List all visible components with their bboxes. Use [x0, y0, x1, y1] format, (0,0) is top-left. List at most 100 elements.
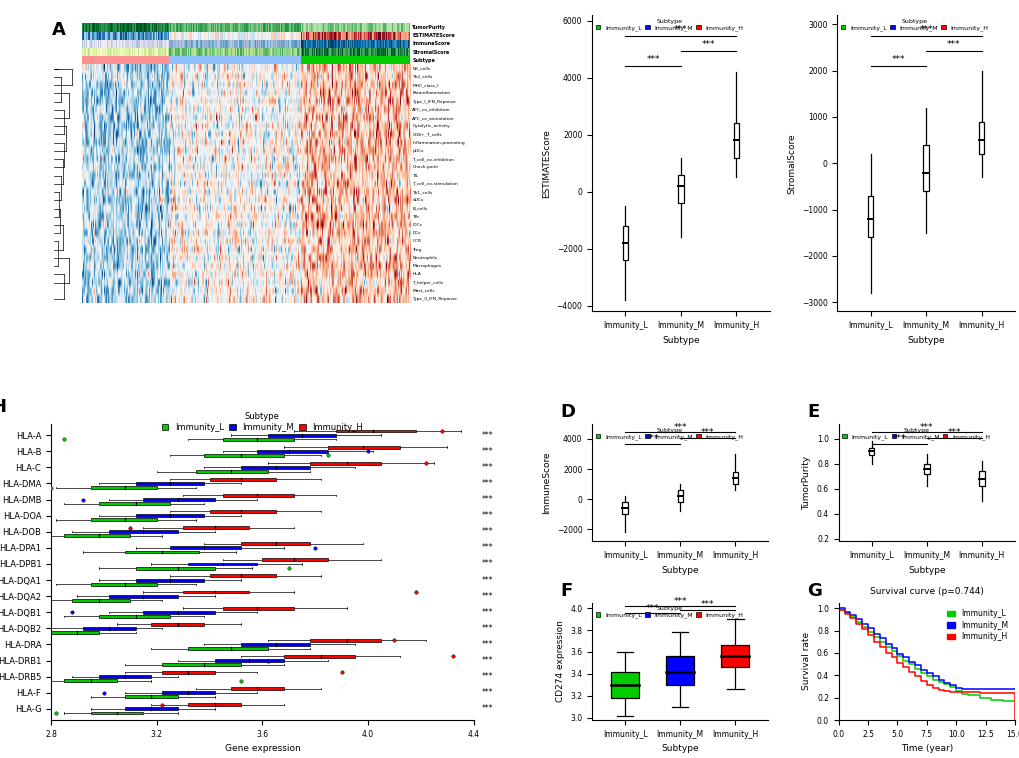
- Bar: [217, 40, 218, 48]
- Bar: [143, 23, 144, 32]
- Bar: [331, 40, 332, 48]
- Bar: [101, 32, 102, 40]
- Bar: [240, 32, 242, 40]
- Bar: [260, 40, 261, 48]
- Y-axis label: TumorPurity: TumorPurity: [802, 456, 810, 509]
- Bar: [382, 56, 383, 64]
- Bar: [215, 56, 216, 64]
- Bar: [240, 23, 242, 32]
- Bar: [331, 48, 332, 56]
- Bar: [245, 32, 246, 40]
- Bar: [405, 40, 406, 48]
- Bar: [199, 48, 200, 56]
- Bar: [318, 56, 319, 64]
- Bar: [186, 40, 187, 48]
- Bar: [258, 48, 259, 56]
- Bar: [397, 56, 398, 64]
- Bar: [363, 32, 364, 40]
- Bar: [140, 56, 141, 64]
- Bar: [220, 40, 222, 48]
- Bar: [341, 56, 342, 64]
- Bar: [319, 32, 320, 40]
- Bar: [85, 32, 86, 40]
- Bar: [310, 56, 312, 64]
- Bar: [408, 32, 409, 40]
- Bar: [129, 23, 130, 32]
- Bar: [151, 623, 204, 625]
- Text: ***: ***: [673, 597, 686, 606]
- Bar: [222, 40, 223, 48]
- Text: C: C: [805, 0, 817, 2]
- Bar: [270, 32, 271, 40]
- Bar: [337, 32, 338, 40]
- Bar: [338, 48, 339, 56]
- Bar: [154, 48, 155, 56]
- Bar: [379, 56, 380, 64]
- Bar: [398, 32, 400, 40]
- Bar: [256, 40, 257, 48]
- Bar: [242, 40, 243, 48]
- Bar: [245, 40, 246, 48]
- Bar: [278, 32, 279, 40]
- Bar: [145, 48, 146, 56]
- Bar: [326, 32, 327, 40]
- Bar: [183, 56, 184, 64]
- Bar: [145, 23, 146, 32]
- Bar: [229, 56, 230, 64]
- Bar: [136, 23, 137, 32]
- Bar: [309, 32, 310, 40]
- Bar: [173, 48, 174, 56]
- Bar: [184, 23, 185, 32]
- Bar: [253, 40, 254, 48]
- Bar: [178, 56, 179, 64]
- Bar: [174, 32, 175, 40]
- Bar: [115, 40, 116, 48]
- Bar: [142, 56, 143, 64]
- Bar: [240, 48, 242, 56]
- Bar: [235, 56, 237, 64]
- Bar: [95, 40, 96, 48]
- Bar: [243, 56, 244, 64]
- Bar: [354, 32, 356, 40]
- Bar: [246, 48, 247, 56]
- Bar: [141, 40, 142, 48]
- Bar: [107, 32, 108, 40]
- Bar: [202, 32, 203, 40]
- Bar: [346, 32, 347, 40]
- Bar: [310, 639, 381, 642]
- Text: E: E: [806, 402, 818, 421]
- Bar: [292, 48, 293, 56]
- Bar: [330, 40, 331, 48]
- Bar: [309, 23, 310, 32]
- Bar: [154, 23, 155, 32]
- Bar: [202, 56, 203, 64]
- Bar: [104, 56, 105, 64]
- Bar: [185, 56, 186, 64]
- Bar: [269, 40, 270, 48]
- Bar: [348, 23, 350, 32]
- Bar: [234, 40, 235, 48]
- Bar: [204, 23, 205, 32]
- Bar: [156, 32, 157, 40]
- Bar: [323, 40, 324, 48]
- Bar: [302, 23, 303, 32]
- Bar: [322, 32, 323, 40]
- Bar: [187, 23, 189, 32]
- Bar: [336, 430, 415, 432]
- Bar: [298, 56, 299, 64]
- Bar: [360, 48, 361, 56]
- Bar: [320, 32, 321, 40]
- Bar: [166, 56, 167, 64]
- Bar: [113, 40, 114, 48]
- Bar: [249, 23, 250, 32]
- Bar: [176, 48, 178, 56]
- Bar: [341, 32, 342, 40]
- Text: Type_II_IFN_Reponse: Type_II_IFN_Reponse: [412, 297, 457, 301]
- Bar: [274, 32, 275, 40]
- Bar: [386, 40, 387, 48]
- Bar: [255, 23, 256, 32]
- Bar: [133, 32, 135, 40]
- Bar: [222, 32, 223, 40]
- Bar: [205, 32, 206, 40]
- Bar: [176, 32, 178, 40]
